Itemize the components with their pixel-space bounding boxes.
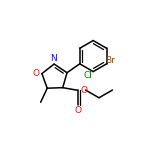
Text: O: O: [80, 86, 87, 95]
Text: N: N: [50, 54, 57, 63]
Text: O: O: [75, 106, 82, 115]
Text: O: O: [32, 69, 39, 78]
Text: Br: Br: [105, 56, 115, 65]
Text: Cl: Cl: [84, 71, 93, 80]
